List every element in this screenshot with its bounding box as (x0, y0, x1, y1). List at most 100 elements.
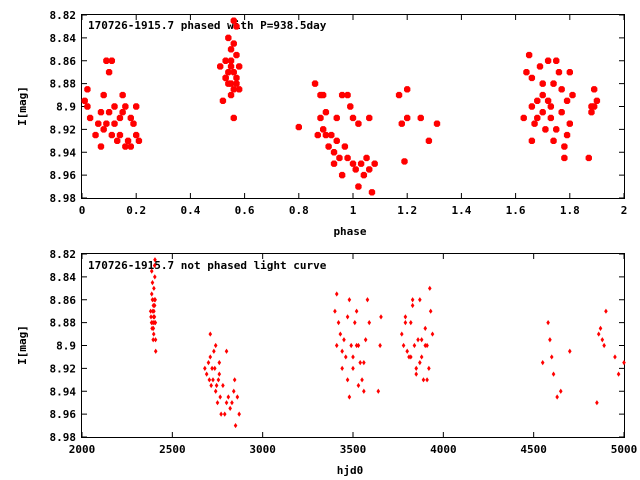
data-point (103, 120, 110, 127)
data-point (230, 17, 237, 24)
x-tick-label: 2 (621, 204, 628, 217)
data-point (84, 86, 91, 93)
data-point (433, 120, 441, 127)
data-point (358, 360, 363, 366)
data-point (528, 74, 536, 82)
x-tick-label: 2500 (159, 443, 186, 456)
data-point (119, 109, 126, 116)
plot-frame (81, 253, 625, 438)
data-point (355, 183, 362, 190)
data-point (311, 80, 319, 87)
data-point (351, 365, 355, 371)
data-point (347, 103, 354, 110)
data-point (127, 143, 134, 150)
data-point (152, 262, 157, 269)
data-point (362, 388, 366, 394)
data-point (218, 394, 223, 400)
data-point (403, 314, 408, 320)
data-point (398, 120, 405, 127)
x-tick-label: 0.6 (235, 204, 255, 217)
data-point (322, 131, 330, 139)
data-point (360, 171, 368, 179)
data-point (622, 360, 626, 366)
y-tick-label: 8.9 (56, 101, 76, 114)
data-point (409, 354, 413, 360)
data-point (366, 166, 373, 173)
data-point (547, 103, 555, 110)
data-point (130, 120, 137, 127)
data-point (566, 68, 573, 76)
data-point (520, 114, 527, 122)
x-tick-label: 1.4 (451, 204, 471, 217)
unphased-light-curve-panel: 170726-1915.7 not phased light curve hjd… (16, 248, 637, 477)
data-point (550, 137, 557, 145)
data-point (333, 137, 340, 145)
data-point (227, 63, 235, 70)
y-axis-label: I[mag] (16, 325, 29, 365)
data-point (553, 126, 560, 133)
data-point (404, 86, 411, 93)
plot-frame (81, 14, 625, 199)
data-point (595, 400, 599, 406)
data-point (604, 308, 608, 314)
data-point (563, 97, 571, 104)
data-point (226, 394, 231, 400)
data-point (116, 114, 124, 122)
data-point (409, 320, 413, 326)
data-point (124, 137, 132, 145)
data-point (588, 103, 595, 110)
data-point (340, 365, 344, 371)
y-tick-label: 8.92 (50, 123, 77, 136)
data-point (528, 103, 536, 110)
data-point (428, 308, 433, 314)
data-point (561, 143, 568, 150)
data-point (347, 394, 352, 400)
data-point (414, 365, 419, 371)
data-point (208, 354, 213, 360)
data-point (314, 131, 321, 139)
data-point (404, 114, 411, 122)
data-point (214, 382, 219, 389)
data-point (225, 34, 232, 42)
data-point (233, 422, 238, 429)
data-point (148, 308, 153, 314)
data-point (149, 291, 154, 297)
data-point (235, 86, 243, 93)
data-point (425, 377, 429, 383)
data-point (333, 114, 340, 122)
data-point (525, 51, 533, 59)
data-point (81, 97, 88, 104)
data-point (86, 114, 94, 122)
y-tick-label: 8.94 (50, 146, 77, 159)
y-axis-ticks: 8.82 8.84 8.86 8.88 8.9 8.92 8.94 8.96 8.98 (50, 248, 624, 444)
data-point (325, 143, 332, 150)
data-point (423, 342, 428, 349)
data-point (211, 377, 215, 383)
data-point (401, 158, 408, 165)
data-point (105, 68, 113, 76)
data-point (427, 365, 431, 371)
data-point (345, 377, 350, 383)
data-point (235, 394, 240, 400)
data-point (539, 109, 546, 116)
data-point (108, 131, 116, 139)
data-point (149, 314, 153, 320)
data-point (95, 120, 102, 127)
data-point (233, 51, 240, 59)
data-point (334, 342, 339, 349)
data-point (419, 337, 424, 343)
x-axis-label: phase (333, 225, 366, 238)
data-point (523, 68, 530, 76)
data-point (153, 297, 157, 303)
data-point (395, 91, 403, 99)
data-point (227, 57, 235, 64)
x-tick-label: 1.8 (560, 204, 580, 217)
data-point (410, 297, 415, 303)
data-point (550, 80, 557, 87)
data-point (338, 171, 346, 179)
data-point (616, 371, 621, 377)
y-tick-label: 8.96 (50, 408, 77, 421)
y-tick-label: 8.82 (50, 248, 77, 261)
data-point (204, 371, 209, 377)
data-point (585, 154, 592, 162)
